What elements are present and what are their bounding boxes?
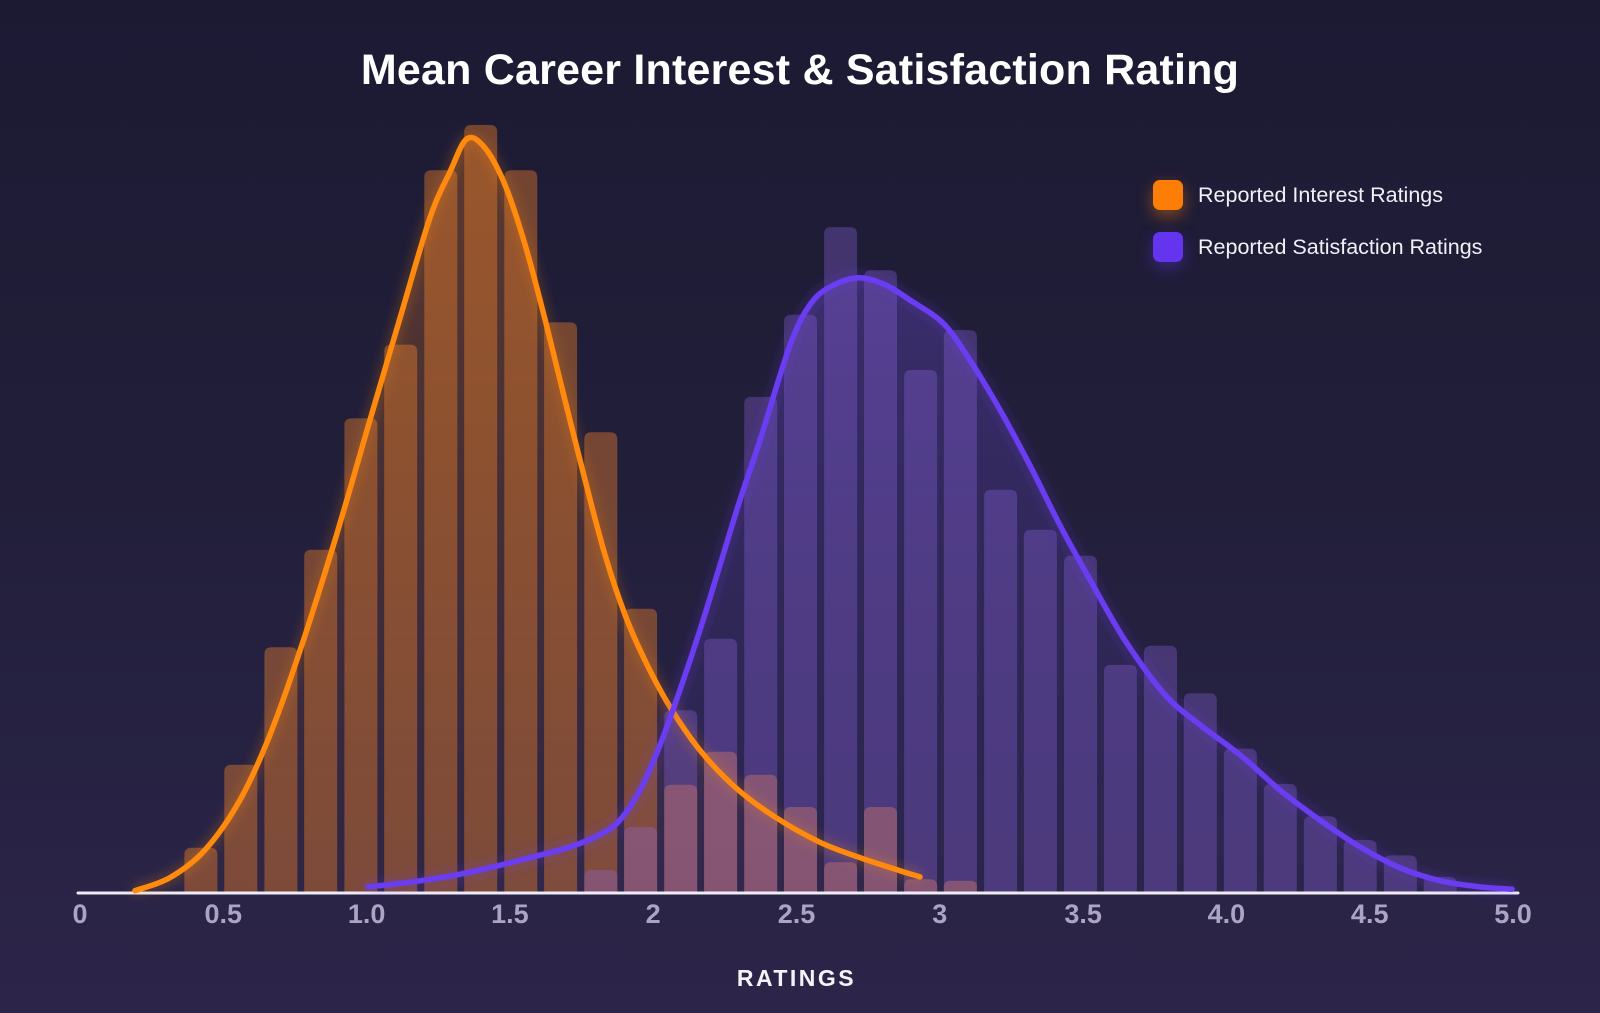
satisfaction-kde-curve bbox=[365, 275, 1515, 892]
satisfaction-area-fill bbox=[368, 277, 1513, 893]
interest-kde-curve bbox=[132, 134, 923, 894]
legend-label-satisfaction: Reported Satisfaction Ratings bbox=[1198, 234, 1483, 259]
chart-title: Mean Career Interest & Satisfaction Rati… bbox=[360, 46, 1240, 94]
satisfaction-bar bbox=[1144, 645, 1177, 893]
interest-bar bbox=[464, 125, 498, 893]
x-tick-label: 2 bbox=[646, 899, 661, 929]
x-tick-label: 2.5 bbox=[778, 899, 816, 929]
interest-bar bbox=[943, 880, 977, 893]
interest-bar bbox=[424, 170, 458, 894]
x-tick-label: 1.0 bbox=[348, 899, 386, 929]
interest-bar bbox=[384, 344, 418, 894]
legend-item-interest: Reported Interest Ratings bbox=[1153, 180, 1482, 210]
satisfaction-bar bbox=[1103, 664, 1137, 893]
satisfaction-bars-group bbox=[584, 227, 1457, 894]
satisfaction-bar bbox=[1064, 555, 1097, 893]
satisfaction-bar bbox=[984, 489, 1018, 893]
satisfaction-bar bbox=[744, 396, 778, 893]
x-axis-ticks: 0 0.5 1.0 1.5 2 2.5 3 3.5 4.0 4.5 5.0 bbox=[72, 899, 1531, 929]
satisfaction-bar bbox=[664, 710, 698, 893]
satisfaction-bar bbox=[864, 270, 897, 893]
interest-bar bbox=[544, 322, 578, 893]
legend-item-satisfaction: Reported Satisfaction Ratings bbox=[1153, 232, 1482, 262]
interest-bar bbox=[224, 764, 258, 893]
interest-bar bbox=[824, 862, 858, 893]
interest-bar bbox=[664, 784, 698, 893]
satisfaction-bar bbox=[784, 314, 817, 893]
interest-bar bbox=[264, 647, 298, 893]
satisfaction-bar bbox=[1183, 693, 1217, 893]
satisfaction-swatch-icon bbox=[1153, 232, 1183, 262]
interest-area-fill bbox=[135, 137, 921, 893]
satisfaction-bar bbox=[1263, 783, 1297, 893]
satisfaction-bar bbox=[943, 330, 977, 894]
interest-bar bbox=[904, 879, 938, 893]
x-tick-label: 0.5 bbox=[205, 899, 243, 929]
interest-swatch-icon bbox=[1153, 180, 1183, 210]
interest-bar bbox=[704, 751, 738, 893]
satisfaction-bar bbox=[1303, 816, 1337, 893]
interest-bar bbox=[864, 807, 897, 893]
satisfaction-bar bbox=[1223, 748, 1257, 893]
legend: Reported Interest Ratings Reported Satis… bbox=[1153, 180, 1482, 262]
interest-bar bbox=[624, 608, 658, 893]
satisfaction-bar bbox=[584, 870, 618, 893]
interest-bar bbox=[304, 549, 338, 893]
x-tick-label: 3.5 bbox=[1064, 899, 1102, 929]
interest-bar bbox=[504, 170, 538, 894]
satisfaction-bar bbox=[904, 370, 938, 893]
x-tick-label: 5.0 bbox=[1494, 899, 1532, 929]
x-tick-label: 1.5 bbox=[491, 899, 529, 929]
satisfaction-bar bbox=[824, 227, 858, 894]
interest-bars-group bbox=[184, 125, 977, 894]
x-axis-title: RATINGS bbox=[737, 965, 856, 991]
x-tick-label: 0 bbox=[72, 899, 87, 929]
interest-bar bbox=[584, 432, 618, 893]
x-tick-label: 3 bbox=[932, 899, 947, 929]
interest-bar bbox=[344, 418, 378, 893]
satisfaction-bar bbox=[624, 827, 658, 893]
x-tick-label: 4.0 bbox=[1208, 899, 1246, 929]
legend-label-interest: Reported Interest Ratings bbox=[1198, 182, 1443, 207]
satisfaction-bar bbox=[704, 638, 738, 893]
x-tick-label: 4.5 bbox=[1351, 899, 1389, 929]
satisfaction-bar bbox=[1023, 529, 1057, 893]
